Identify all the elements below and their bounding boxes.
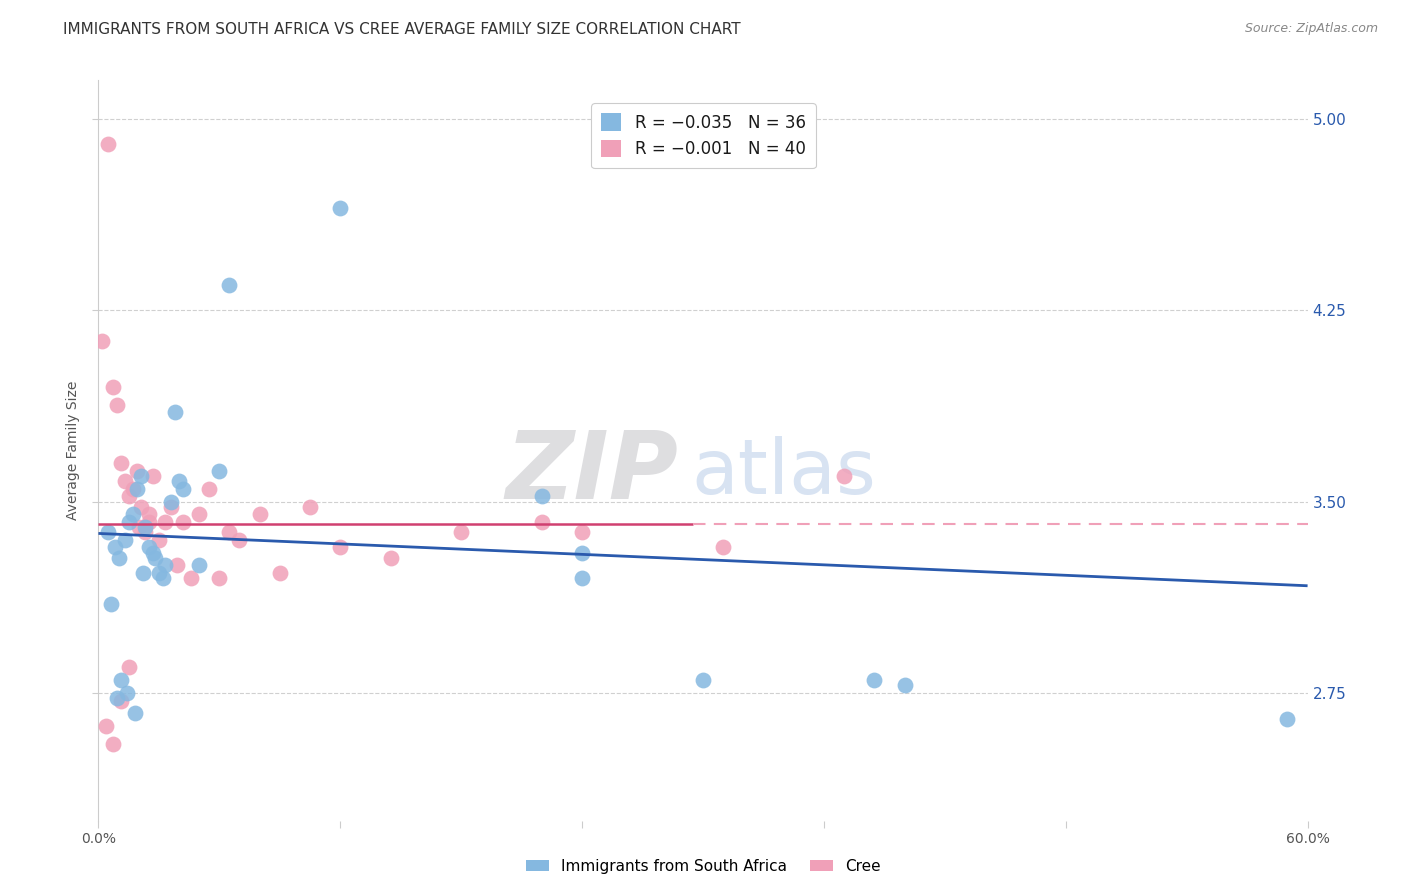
Point <box>96 719 118 733</box>
Point <box>107 550 129 565</box>
Point <box>863 673 886 688</box>
Point <box>105 691 128 706</box>
Point <box>299 500 322 514</box>
Legend: R = −0.035   N = 36, R = −0.001   N = 40: R = −0.035 N = 36, R = −0.001 N = 40 <box>592 103 815 168</box>
Point <box>148 533 170 547</box>
Point <box>97 525 120 540</box>
Point <box>110 673 132 688</box>
Point <box>188 508 211 522</box>
Point <box>118 660 141 674</box>
Point <box>218 525 240 540</box>
Text: Source: ZipAtlas.com: Source: ZipAtlas.com <box>1244 22 1378 36</box>
Point <box>249 508 271 522</box>
Point <box>101 737 124 751</box>
Point <box>172 482 194 496</box>
Point <box>893 678 915 692</box>
Point <box>152 571 174 585</box>
Point <box>571 525 593 540</box>
Text: atlas: atlas <box>690 435 876 509</box>
Point <box>129 469 152 483</box>
Point <box>118 515 141 529</box>
Point <box>166 558 188 573</box>
Point <box>148 566 170 580</box>
Point <box>329 541 352 555</box>
Point <box>329 201 352 215</box>
Point <box>114 533 136 547</box>
Point <box>100 597 122 611</box>
Point <box>153 558 176 573</box>
Text: ZIP: ZIP <box>506 426 679 518</box>
Point <box>138 515 160 529</box>
Point <box>530 515 553 529</box>
Point <box>115 686 138 700</box>
Point <box>208 464 231 478</box>
Point <box>1277 712 1299 726</box>
Point <box>132 566 155 580</box>
Point <box>180 571 202 585</box>
Point <box>125 482 148 496</box>
Point <box>153 515 176 529</box>
Text: IMMIGRANTS FROM SOUTH AFRICA VS CREE AVERAGE FAMILY SIZE CORRELATION CHART: IMMIGRANTS FROM SOUTH AFRICA VS CREE AVE… <box>63 22 741 37</box>
Point <box>832 469 855 483</box>
Point <box>121 482 143 496</box>
Point <box>103 541 125 555</box>
Point <box>160 500 183 514</box>
Point <box>97 137 120 152</box>
Point <box>91 334 114 348</box>
Point <box>138 541 160 555</box>
Point <box>160 494 183 508</box>
Point <box>142 469 165 483</box>
Point <box>571 545 593 559</box>
Point <box>134 525 156 540</box>
Point <box>198 482 221 496</box>
Point <box>163 405 186 419</box>
Point <box>124 706 146 721</box>
Point <box>114 474 136 488</box>
Point <box>142 545 165 559</box>
Point <box>711 541 734 555</box>
Point <box>208 571 231 585</box>
Point <box>218 277 240 292</box>
Point <box>172 515 194 529</box>
Point <box>530 490 553 504</box>
Point <box>125 464 148 478</box>
Point <box>138 508 160 522</box>
Point <box>121 508 143 522</box>
Point <box>450 525 472 540</box>
Point <box>143 550 166 565</box>
Legend: Immigrants from South Africa, Cree: Immigrants from South Africa, Cree <box>519 853 887 880</box>
Point <box>692 673 714 688</box>
Point <box>110 456 132 470</box>
Point <box>129 500 152 514</box>
Point <box>134 520 156 534</box>
Point <box>380 550 402 565</box>
Point <box>118 490 141 504</box>
Point <box>105 397 128 411</box>
Point <box>269 566 291 580</box>
Point <box>101 379 124 393</box>
Y-axis label: Average Family Size: Average Family Size <box>66 381 80 520</box>
Point <box>128 520 150 534</box>
Point <box>571 571 593 585</box>
Point <box>228 533 250 547</box>
Point <box>167 474 190 488</box>
Point <box>188 558 211 573</box>
Point <box>110 693 132 707</box>
